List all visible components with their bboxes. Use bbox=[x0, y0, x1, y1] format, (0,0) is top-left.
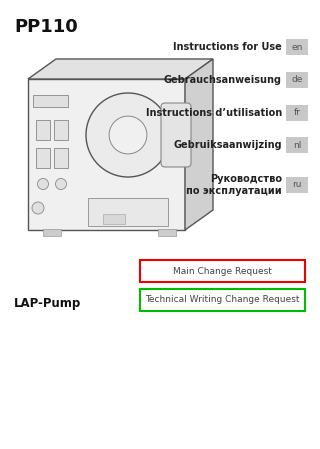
Text: по эксплуатации: по эксплуатации bbox=[186, 186, 282, 196]
Text: Gebrauchsanweisung: Gebrauchsanweisung bbox=[164, 75, 282, 85]
FancyBboxPatch shape bbox=[286, 72, 308, 88]
FancyBboxPatch shape bbox=[54, 148, 68, 168]
Circle shape bbox=[37, 179, 49, 189]
Polygon shape bbox=[28, 59, 213, 79]
FancyBboxPatch shape bbox=[36, 148, 50, 168]
Circle shape bbox=[55, 179, 67, 189]
Circle shape bbox=[86, 93, 170, 177]
FancyBboxPatch shape bbox=[103, 214, 125, 224]
Text: Instructions for Use: Instructions for Use bbox=[173, 42, 282, 52]
FancyBboxPatch shape bbox=[286, 177, 308, 193]
FancyBboxPatch shape bbox=[43, 229, 61, 236]
Text: Main Change Request: Main Change Request bbox=[173, 267, 272, 276]
Text: Technical Writing Change Request: Technical Writing Change Request bbox=[145, 295, 300, 304]
FancyBboxPatch shape bbox=[54, 120, 68, 140]
Polygon shape bbox=[28, 79, 185, 230]
FancyBboxPatch shape bbox=[286, 39, 308, 55]
FancyBboxPatch shape bbox=[33, 95, 68, 107]
FancyBboxPatch shape bbox=[36, 120, 50, 140]
FancyBboxPatch shape bbox=[161, 103, 191, 167]
Text: Gebruiksaanwijzing: Gebruiksaanwijzing bbox=[173, 141, 282, 150]
Text: en: en bbox=[291, 43, 303, 52]
FancyBboxPatch shape bbox=[158, 229, 176, 236]
Text: fr: fr bbox=[293, 108, 300, 117]
FancyBboxPatch shape bbox=[88, 198, 168, 226]
Text: ru: ru bbox=[292, 180, 302, 189]
Text: LAP-Pump: LAP-Pump bbox=[14, 298, 81, 311]
FancyBboxPatch shape bbox=[140, 260, 305, 282]
Text: Instructions d’utilisation: Instructions d’utilisation bbox=[146, 108, 282, 118]
Text: PP110: PP110 bbox=[14, 18, 78, 36]
FancyBboxPatch shape bbox=[140, 289, 305, 311]
Text: nl: nl bbox=[293, 141, 301, 150]
FancyBboxPatch shape bbox=[286, 105, 308, 121]
Circle shape bbox=[32, 202, 44, 214]
Text: Руководство: Руководство bbox=[210, 174, 282, 184]
Text: de: de bbox=[291, 75, 303, 84]
FancyBboxPatch shape bbox=[286, 137, 308, 154]
Polygon shape bbox=[185, 59, 213, 230]
Circle shape bbox=[109, 116, 147, 154]
